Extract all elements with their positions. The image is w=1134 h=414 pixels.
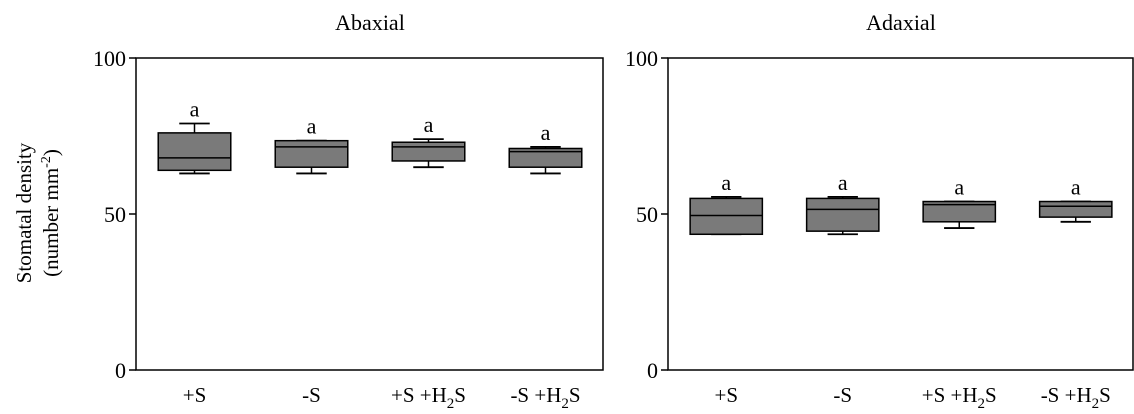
significance-label: a — [954, 175, 964, 200]
significance-label: a — [424, 112, 434, 137]
panel-title: Adaxial — [866, 10, 936, 35]
box-1: a +S — [157, 97, 232, 407]
box-iqr — [157, 132, 232, 172]
y-tick-label: 100 — [625, 46, 658, 71]
x-category-label: +S +H2S — [922, 383, 997, 412]
plot-frame — [135, 57, 604, 371]
significance-label: a — [721, 170, 731, 195]
x-category-label: -S — [833, 383, 852, 407]
significance-label: a — [838, 170, 848, 195]
significance-label: a — [541, 120, 551, 145]
y-axis-unit-label: (number mm-2) — [39, 149, 63, 277]
chart-panel-2: Adaxial 0 50 100 a +S a -S a +S +H2S a -S +H2S — [625, 10, 1134, 412]
box-iqr — [391, 141, 466, 162]
box-iqr — [508, 147, 583, 168]
box-3: a +S +H2S — [391, 112, 466, 412]
box-3: a +S +H2S — [922, 175, 997, 412]
y-tick-label: 50 — [636, 202, 658, 227]
x-category-label: -S +H2S — [510, 383, 580, 412]
x-category-label: +S — [714, 383, 738, 407]
y-axis-label-group: Stomatal density (number mm-2) — [12, 142, 63, 283]
y-tick-label: 50 — [104, 202, 126, 227]
chart-panel-1: Abaxial 0 50 100 a +S a -S a +S +H2S a -S +H2S — [93, 10, 604, 412]
y-tick-label: 100 — [93, 46, 126, 71]
box-2: a -S — [805, 170, 880, 407]
box-4: a -S +H2S — [508, 120, 583, 412]
box-iqr — [805, 197, 880, 232]
box-iqr — [689, 197, 764, 236]
box-1: a +S — [689, 170, 764, 407]
significance-label: a — [307, 114, 317, 139]
panel-title: Abaxial — [335, 10, 405, 35]
box-iqr — [1038, 200, 1113, 218]
x-category-label: -S +H2S — [1041, 383, 1111, 412]
y-axis-label: Stomatal density — [12, 142, 36, 283]
significance-label: a — [1071, 175, 1081, 200]
box-4: a -S +H2S — [1038, 175, 1113, 412]
x-category-label: +S +H2S — [391, 383, 466, 412]
x-category-label: -S — [302, 383, 321, 407]
y-tick-label: 0 — [115, 358, 126, 383]
box-2: a -S — [274, 114, 349, 407]
significance-label: a — [190, 97, 200, 122]
box-iqr — [274, 139, 349, 168]
x-category-label: +S — [183, 383, 207, 407]
box-iqr — [922, 200, 997, 223]
y-tick-label: 0 — [647, 358, 658, 383]
